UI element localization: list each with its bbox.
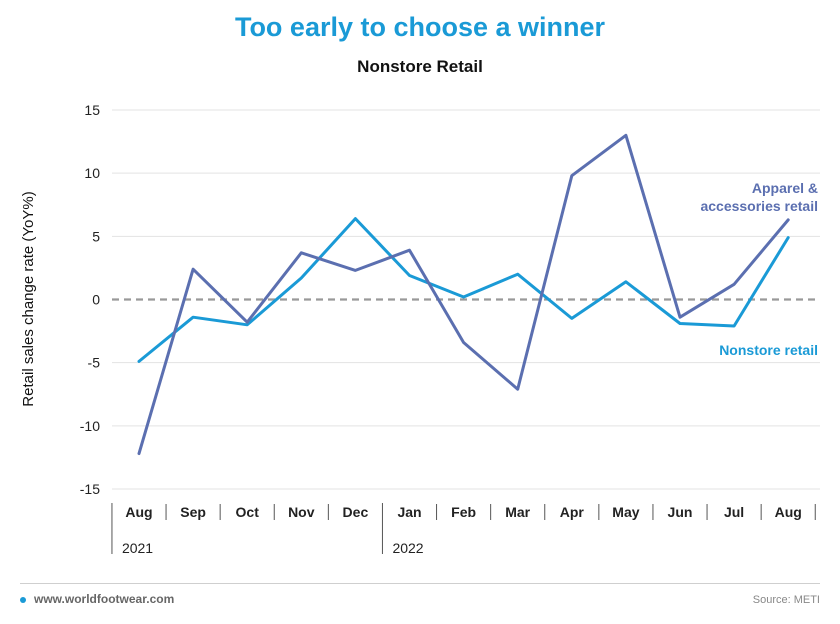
- y-tick-label: 15: [84, 102, 100, 118]
- x-tick-label: Apr: [560, 504, 585, 520]
- x-axis: Aug Sep Oct Nov Dec Jan Feb Mar Apr May Jun Jul Aug 2…: [111, 503, 816, 556]
- x-tick-label: May: [612, 504, 639, 520]
- series-line-nonstore: [137, 217, 790, 363]
- series-labels: Nonstore retail Apparel & accessories reta…: [700, 180, 818, 358]
- chart-subtitle: Nonstore Retail: [357, 57, 483, 76]
- x-tick-label: Feb: [451, 504, 476, 520]
- x-tick-label: Jun: [668, 504, 693, 520]
- y-axis-label: Retail sales change rate (YoY%): [20, 191, 37, 406]
- footer-divider: [20, 583, 820, 584]
- footer-source: Source: METI: [752, 594, 820, 606]
- series-label-apparel: Apparel &: [752, 180, 818, 196]
- y-tick-label: 0: [92, 292, 100, 308]
- series-label-nonstore: Nonstore retail: [719, 342, 818, 358]
- y-tick-label: 10: [84, 165, 100, 181]
- y-tick-label: -5: [88, 355, 101, 371]
- x-tick-label: Jan: [397, 504, 421, 520]
- year-label: 2021: [122, 540, 153, 556]
- x-tick-label: Aug: [775, 504, 802, 520]
- chart-title: Too early to choose a winner: [234, 12, 606, 42]
- y-tick-label: -15: [80, 481, 100, 497]
- x-tick-label: Jul: [724, 504, 744, 520]
- grid-lines: [112, 109, 820, 490]
- bullet-icon: [20, 597, 26, 603]
- x-tick-label: Dec: [343, 504, 369, 520]
- x-tick-label: Mar: [505, 504, 530, 520]
- x-tick-label: Sep: [180, 504, 206, 520]
- x-tick-label: Nov: [288, 504, 315, 520]
- footer-website-link[interactable]: www.worldfootwear.com: [34, 592, 175, 606]
- series-label-apparel: accessories retail: [700, 198, 818, 214]
- x-tick-label: Oct: [236, 504, 260, 520]
- y-tick-label: -10: [80, 418, 100, 434]
- y-tick-label: 5: [92, 228, 100, 244]
- year-label: 2022: [392, 540, 423, 556]
- y-axis-ticks: 15 10 5 0 -5 -10 -15: [80, 102, 100, 497]
- x-tick-label: Aug: [125, 504, 152, 520]
- series-line-apparel: [137, 133, 790, 456]
- series-lines: [137, 133, 790, 456]
